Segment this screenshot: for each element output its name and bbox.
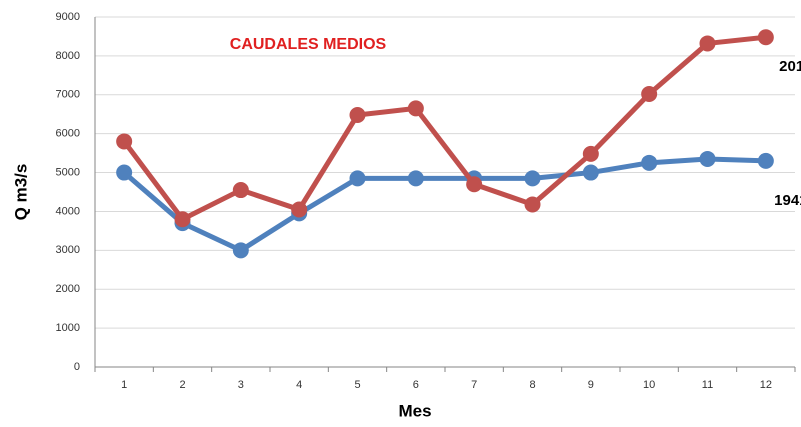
marker bbox=[641, 154, 658, 171]
y-tick-label: 4000 bbox=[56, 205, 80, 217]
x-tick-label: 7 bbox=[471, 379, 477, 391]
marker bbox=[291, 201, 308, 218]
chart-title: CAUDALES MEDIOS bbox=[230, 36, 387, 53]
x-tick-label: 9 bbox=[588, 379, 594, 391]
marker bbox=[407, 100, 424, 117]
x-tick-label: 5 bbox=[354, 379, 360, 391]
y-axis-label: Q m3/s bbox=[11, 164, 30, 221]
marker bbox=[757, 29, 774, 46]
x-tick-label: 11 bbox=[702, 379, 713, 391]
marker bbox=[466, 176, 483, 193]
x-tick-label: 10 bbox=[643, 379, 655, 391]
series-line bbox=[122, 156, 766, 253]
y-tick-label: 5000 bbox=[56, 166, 80, 178]
marker bbox=[757, 152, 774, 169]
y-tick-label: 1000 bbox=[56, 322, 80, 334]
marker bbox=[582, 145, 599, 162]
marker bbox=[699, 35, 716, 52]
y-tick-label: 6000 bbox=[56, 128, 80, 140]
marker bbox=[174, 211, 191, 228]
marker bbox=[407, 170, 424, 187]
marker bbox=[116, 133, 133, 150]
y-tick-label: 3000 bbox=[56, 244, 80, 256]
marker bbox=[116, 164, 133, 181]
series-label: 1941 bbox=[774, 192, 801, 209]
x-axis-label: Mes bbox=[398, 401, 431, 420]
x-tick-label: 4 bbox=[296, 379, 302, 391]
marker bbox=[641, 86, 658, 102]
marker bbox=[349, 170, 366, 187]
x-tick-label: 3 bbox=[238, 379, 244, 391]
series-line bbox=[122, 34, 767, 222]
series-label: 2014 bbox=[779, 58, 801, 75]
y-tick-label: 7000 bbox=[56, 89, 80, 101]
marker bbox=[349, 107, 366, 123]
x-tick-label: 1 bbox=[121, 379, 127, 391]
y-tick-label: 8000 bbox=[56, 50, 80, 62]
y-tick-label: 9000 bbox=[56, 11, 80, 23]
x-tick-label: 8 bbox=[529, 379, 535, 391]
marker bbox=[524, 170, 541, 187]
x-tick-label: 12 bbox=[760, 379, 772, 391]
x-tick-label: 2 bbox=[179, 379, 185, 391]
marker bbox=[232, 182, 249, 199]
x-tick-label: 6 bbox=[413, 379, 419, 391]
marker bbox=[582, 164, 599, 181]
marker bbox=[232, 242, 249, 259]
y-tick-label: 0 bbox=[74, 361, 80, 373]
marker bbox=[524, 196, 541, 213]
y-tick-label: 2000 bbox=[56, 283, 80, 295]
marker bbox=[699, 150, 716, 167]
